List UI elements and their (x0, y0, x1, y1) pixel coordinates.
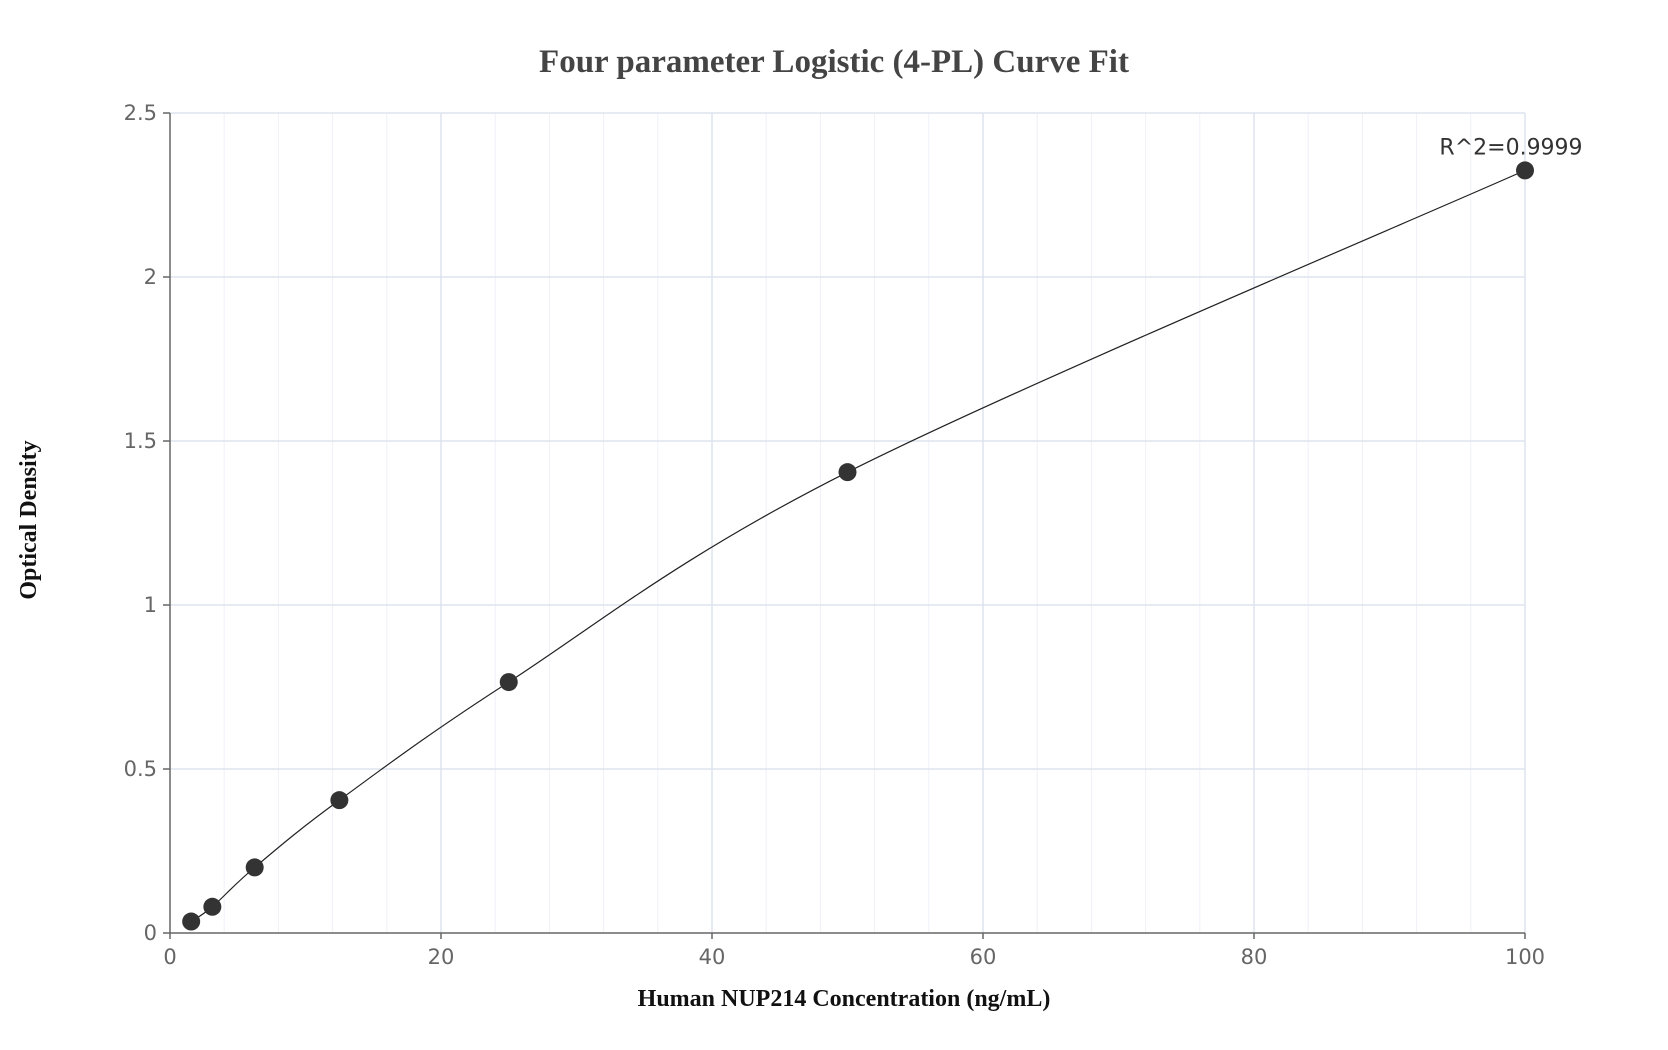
data-point (838, 463, 857, 482)
r-squared-annotation: R^2=0.9999 (1439, 135, 1582, 160)
data-point (182, 912, 201, 931)
x-tick-label: 0 (163, 945, 176, 969)
data-point (330, 791, 349, 810)
data-point (245, 858, 264, 877)
ticks: 0 20 40 60 80 100 0 0.5 1 1.5 2 2.5 (124, 101, 1545, 969)
y-tick-label: 0 (144, 921, 157, 945)
y-tick-label: 0.5 (124, 757, 157, 781)
data-point (499, 673, 518, 692)
y-tick-label: 1 (144, 593, 157, 617)
x-tick-label: 40 (699, 945, 726, 969)
axes (169, 113, 1525, 934)
data-point (1516, 161, 1534, 180)
data-point (203, 897, 222, 916)
x-tick-label: 20 (428, 945, 455, 969)
x-axis-label: Human NUP214 Concentration (ng/mL) (638, 986, 1051, 1012)
fit-curve (190, 169, 1526, 923)
y-tick-label: 2 (144, 265, 157, 289)
grid (170, 112, 1526, 933)
y-axis-label: Optical Density (16, 440, 42, 599)
y-tick-label: 2.5 (124, 101, 157, 125)
x-tick-label: 100 (1505, 945, 1545, 969)
data-points (182, 161, 1534, 931)
chart-title: Four parameter Logistic (4-PL) Curve Fit (539, 44, 1129, 80)
y-tick-label: 1.5 (124, 429, 157, 453)
x-tick-label: 80 (1241, 945, 1268, 969)
x-tick-label: 60 (970, 945, 997, 969)
